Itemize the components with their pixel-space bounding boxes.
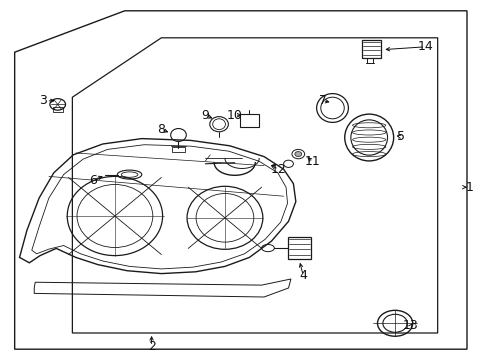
Text: 11: 11: [305, 156, 320, 168]
Text: 1: 1: [465, 181, 472, 194]
Text: 13: 13: [402, 319, 418, 332]
Text: 2: 2: [147, 340, 155, 353]
Text: 14: 14: [417, 40, 432, 53]
Text: 6: 6: [89, 174, 97, 186]
Text: 12: 12: [270, 163, 286, 176]
Text: 9: 9: [201, 109, 209, 122]
Circle shape: [294, 152, 301, 157]
Text: 5: 5: [396, 130, 404, 143]
Text: 10: 10: [226, 109, 242, 122]
Text: 7: 7: [318, 94, 326, 107]
Text: 3: 3: [39, 94, 47, 107]
Text: 4: 4: [299, 269, 306, 282]
Text: 8: 8: [157, 123, 165, 136]
